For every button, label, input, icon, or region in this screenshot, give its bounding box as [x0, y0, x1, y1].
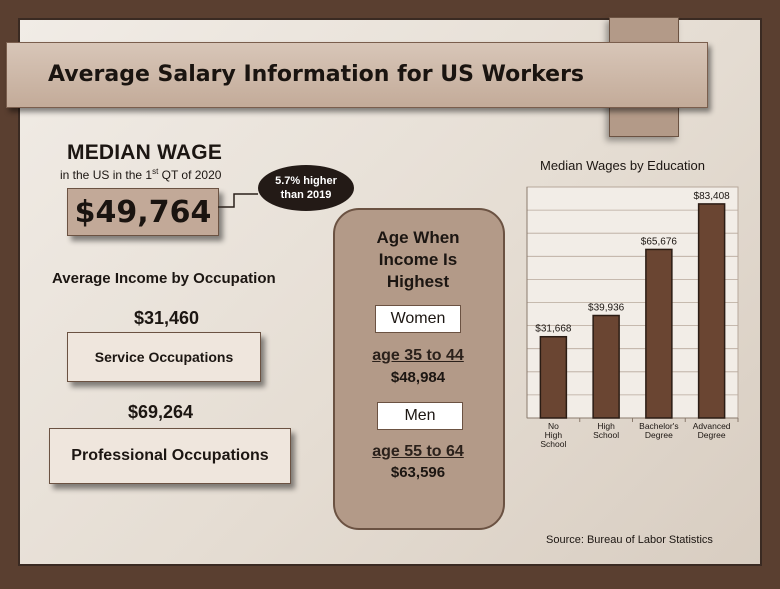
chart-x-tick-label: School [593, 430, 619, 440]
chart-x-tick-label: High [597, 421, 615, 431]
professional-income-value: $69,264 [128, 402, 194, 422]
age-title-line-2: Income Is [378, 250, 458, 269]
bubble-connector [218, 193, 258, 208]
men-label: Men [404, 407, 436, 424]
chart-title: Median Wages by Education [540, 158, 706, 173]
chart-data-label: $65,676 [641, 236, 678, 247]
men-label-box: Men [377, 402, 463, 430]
chart-x-tick-label: High [545, 430, 563, 440]
median-subtitle-pre: in the US in the 1 [60, 168, 153, 182]
women-salary: $48,984 [390, 369, 446, 386]
chart-data-label: $83,408 [694, 191, 731, 202]
occupation-heading: Average Income by Occupation [52, 270, 276, 287]
median-subtitle-post: QT of 2020 [158, 168, 222, 182]
age-title-line-3: Highest [386, 272, 450, 291]
chart-x-tick-label: No [548, 421, 559, 431]
median-wage-value: $49,764 [67, 188, 219, 236]
men-salary: $63,596 [390, 464, 446, 481]
chart-bar [697, 203, 726, 419]
chart-data-label: $31,668 [535, 324, 572, 335]
chart-bar [539, 335, 568, 419]
chart-x-tick-label: Degree [698, 430, 726, 440]
bubble-line-1: 5.7% higher [275, 175, 337, 187]
median-subtitle-sup: st [152, 167, 159, 176]
chart-x-tick-label: Bachelor's [639, 421, 678, 431]
women-label-box: Women [375, 305, 461, 333]
age-title-line-1: Age When [376, 228, 460, 247]
median-wage-subtitle: in the US in the 1st QT of 2020 [60, 167, 221, 182]
source-note: Source: Bureau of Labor Statistics [546, 534, 713, 546]
service-occupations-box: Service Occupations [67, 332, 261, 382]
bubble-line-2: than 2019 [280, 189, 332, 201]
age-panel-title: Age When Income Is Highest [333, 227, 503, 293]
chart-bar [592, 314, 620, 419]
chart-bar [645, 248, 673, 419]
women-age-range: age 35 to 44 [372, 347, 464, 364]
professional-occupations-box: Professional Occupations [49, 428, 291, 484]
chart-x-tick-label: School [540, 439, 566, 449]
men-age-range: age 55 to 64 [372, 443, 464, 460]
chart-x-tick-label: Degree [645, 430, 673, 440]
median-wage-heading: MEDIAN WAGE [67, 141, 223, 164]
chart-data-label: $39,936 [588, 302, 625, 313]
women-label: Women [390, 310, 446, 327]
service-occupations-label: Service Occupations [94, 349, 234, 365]
chart-x-tick-label: Advanced [693, 421, 731, 431]
age-panel [333, 208, 505, 530]
comparison-bubble: 5.7% higher than 2019 [258, 165, 354, 211]
page-title: Average Salary Information for US Worker… [48, 62, 585, 87]
service-income-value: $31,460 [134, 308, 200, 328]
title-banner [6, 42, 708, 108]
professional-occupations-label: Professional Occupations [71, 447, 269, 464]
